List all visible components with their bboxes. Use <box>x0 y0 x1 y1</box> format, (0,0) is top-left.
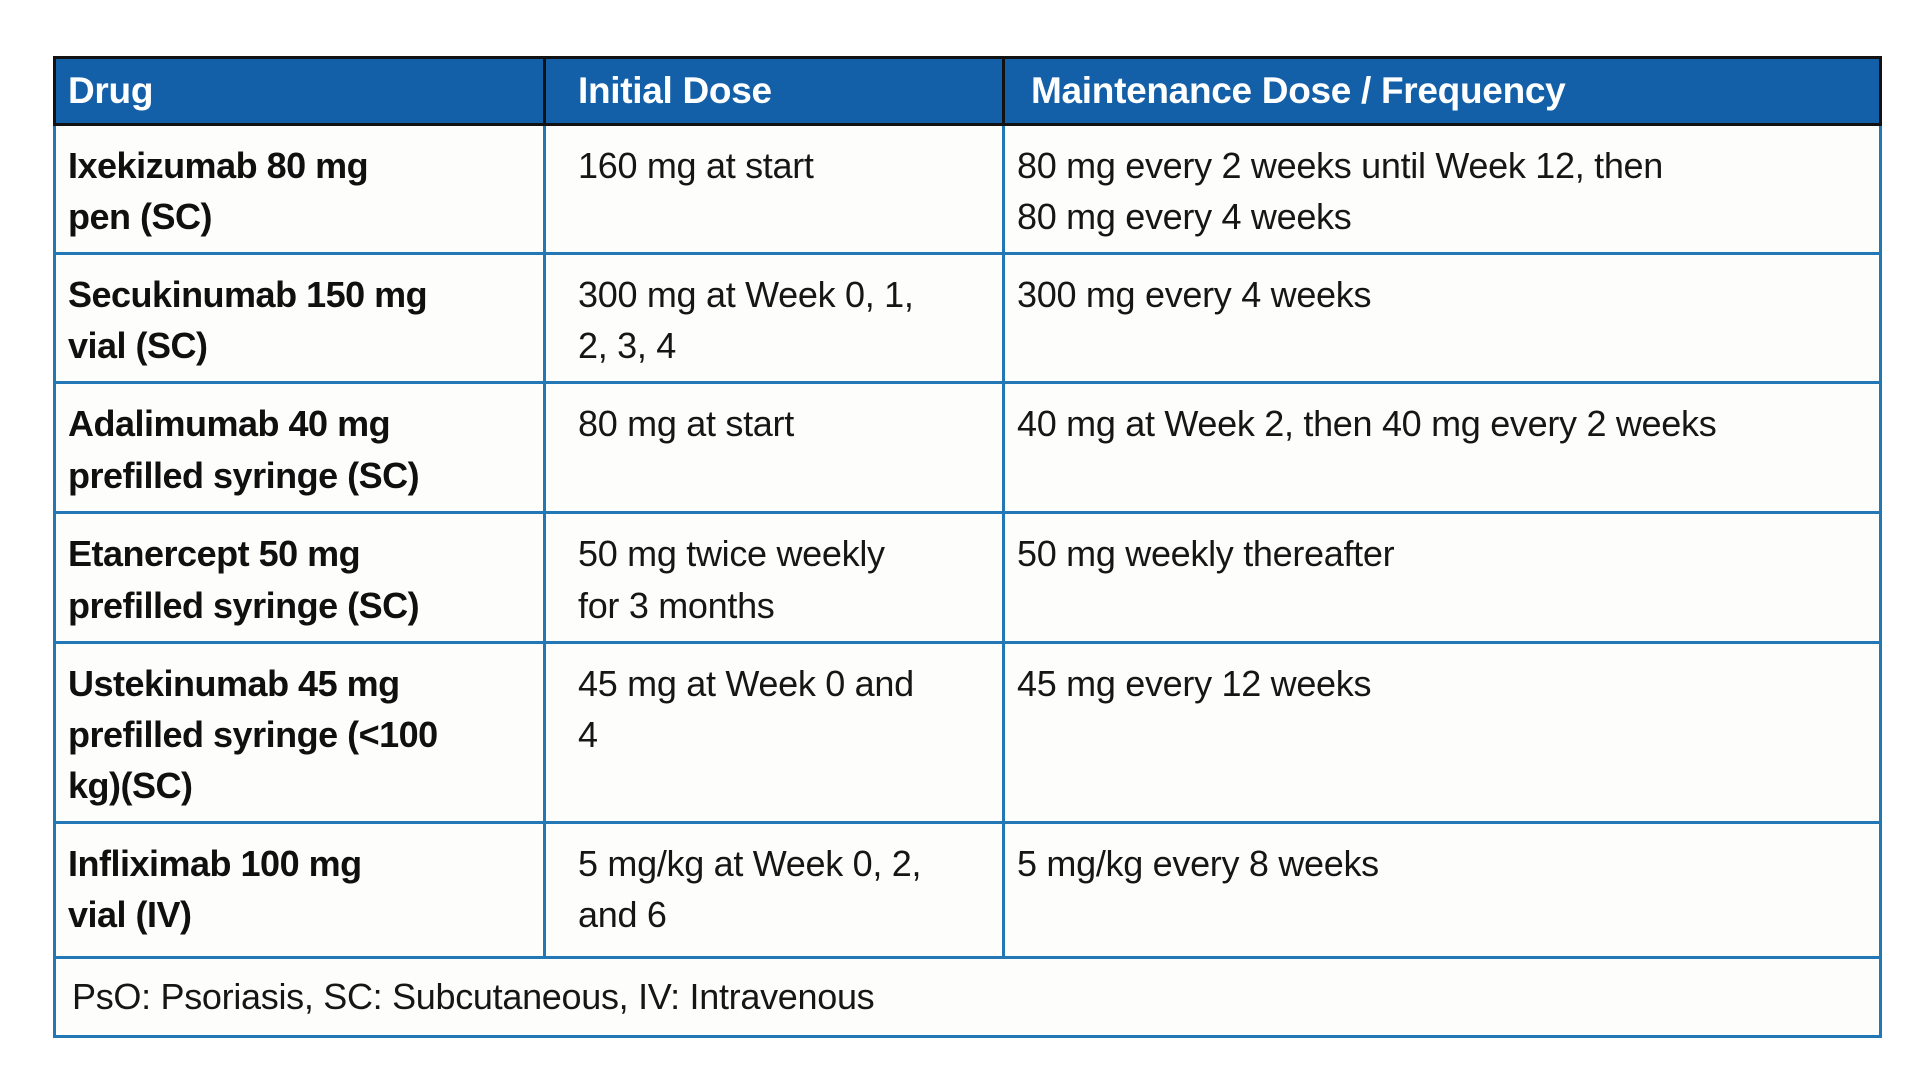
table-row: Etanercept 50 mg prefilled syringe (SC) … <box>53 511 1882 644</box>
dosing-table: Drug Initial Dose Maintenance Dose / Fre… <box>53 56 1882 1038</box>
maintenance-cell: 80 mg every 2 weeks until Week 12, then … <box>1002 122 1882 256</box>
footnote-row: PsO: Psoriasis, SC: Subcutaneous, IV: In… <box>53 955 1882 1038</box>
initial-dose-cell: 45 mg at Week 0 and 4 <box>543 640 1005 824</box>
initial-dose-cell: 80 mg at start <box>543 381 1005 515</box>
drug-cell: Ustekinumab 45 mg prefilled syringe (<10… <box>53 640 546 824</box>
drug-cell: Infliximab 100 mg vial (IV) <box>53 820 546 959</box>
drug-cell: Ixekizumab 80 mg pen (SC) <box>53 122 546 256</box>
footnote: PsO: Psoriasis, SC: Subcutaneous, IV: In… <box>53 955 1882 1038</box>
table-row: Secukinumab 150 mg vial (SC) 300 mg at W… <box>53 252 1882 385</box>
maintenance-cell: 5 mg/kg every 8 weeks <box>1002 820 1882 959</box>
column-header-initial-dose: Initial Dose <box>543 56 1005 126</box>
table-row: Ustekinumab 45 mg prefilled syringe (<10… <box>53 640 1882 824</box>
drug-cell: Adalimumab 40 mg prefilled syringe (SC) <box>53 381 546 515</box>
column-header-drug: Drug <box>53 56 546 126</box>
column-header-maintenance: Maintenance Dose / Frequency <box>1002 56 1882 126</box>
header-row: Drug Initial Dose Maintenance Dose / Fre… <box>53 56 1882 126</box>
table-row: Infliximab 100 mg vial (IV) 5 mg/kg at W… <box>53 820 1882 959</box>
table-row: Ixekizumab 80 mg pen (SC) 160 mg at star… <box>53 122 1882 256</box>
initial-dose-cell: 160 mg at start <box>543 122 1005 256</box>
maintenance-cell: 45 mg every 12 weeks <box>1002 640 1882 824</box>
maintenance-cell: 40 mg at Week 2, then 40 mg every 2 week… <box>1002 381 1882 515</box>
drug-cell: Secukinumab 150 mg vial (SC) <box>53 252 546 385</box>
maintenance-cell: 50 mg weekly thereafter <box>1002 511 1882 644</box>
initial-dose-cell: 50 mg twice weekly for 3 months <box>543 511 1005 644</box>
initial-dose-cell: 5 mg/kg at Week 0, 2, and 6 <box>543 820 1005 959</box>
initial-dose-cell: 300 mg at Week 0, 1, 2, 3, 4 <box>543 252 1005 385</box>
maintenance-cell: 300 mg every 4 weeks <box>1002 252 1882 385</box>
table-row: Adalimumab 40 mg prefilled syringe (SC) … <box>53 381 1882 515</box>
drug-cell: Etanercept 50 mg prefilled syringe (SC) <box>53 511 546 644</box>
